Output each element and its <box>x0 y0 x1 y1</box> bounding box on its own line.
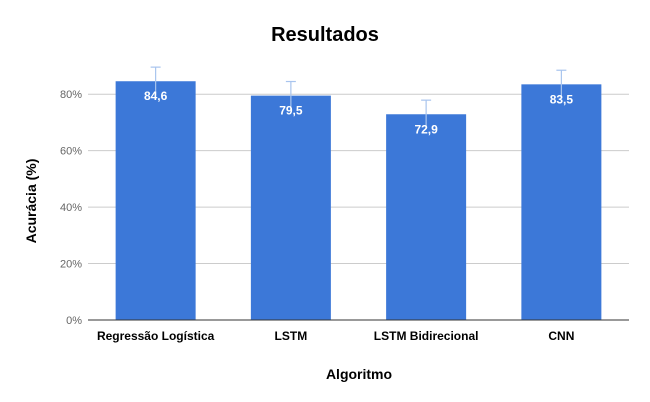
data-label: 84,6 <box>144 89 168 103</box>
y-axis-title: Acurácia (%) <box>23 159 39 244</box>
x-axis-title: Algoritmo <box>326 366 392 382</box>
bar <box>386 114 467 320</box>
x-tick-label: LSTM <box>275 329 308 343</box>
x-tick-label: LSTM Bidirecional <box>374 329 479 343</box>
data-label: 72,9 <box>414 122 438 136</box>
y-tick-label: 40% <box>60 202 82 214</box>
y-tick-label: 20% <box>60 259 82 271</box>
bars <box>115 81 602 321</box>
bar <box>250 95 331 320</box>
x-axis-ticks: Regressão Logística LSTM LSTM Bidirecional… <box>97 329 574 343</box>
y-tick-label: 0% <box>66 315 82 327</box>
bar <box>521 84 602 320</box>
bar <box>115 81 196 321</box>
y-tick-label: 60% <box>60 146 82 158</box>
chart-title: Resultados <box>271 24 379 46</box>
error-bars <box>150 66 567 129</box>
data-labels: 84,6 79,5 72,9 83,5 <box>144 89 573 136</box>
data-label: 83,5 <box>550 92 574 106</box>
y-tick-label: 80% <box>60 89 82 101</box>
x-tick-label: CNN <box>548 329 574 343</box>
y-axis-ticks: 0% 20% 40% 60% 80% <box>60 89 82 327</box>
x-tick-label: Regressão Logística <box>97 329 215 343</box>
data-label: 79,5 <box>279 104 303 118</box>
